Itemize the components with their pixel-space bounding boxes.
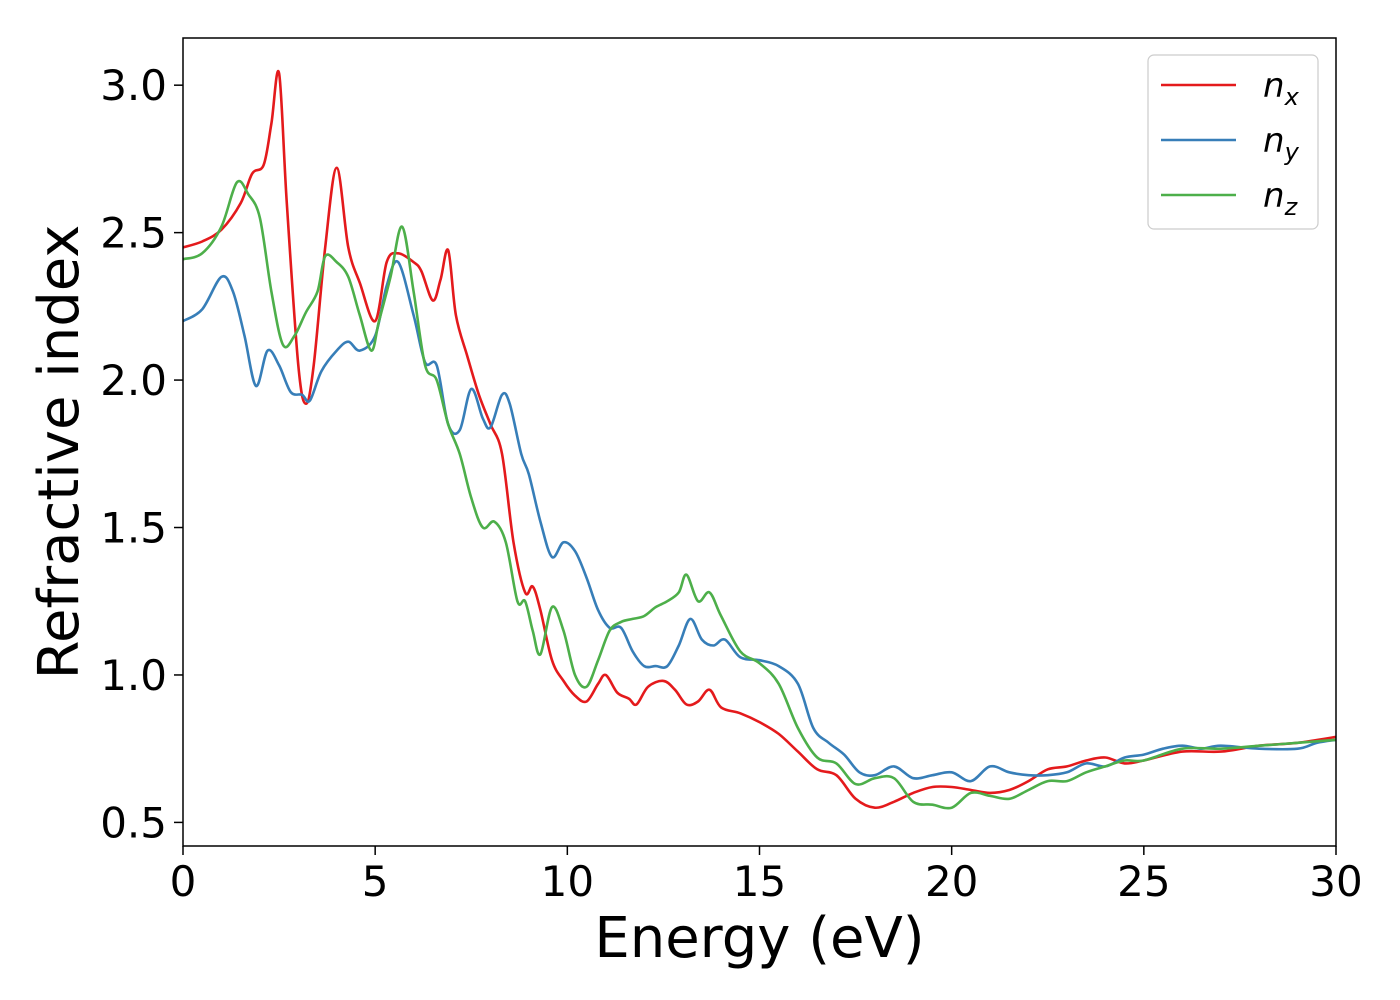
x-tick-label: 30	[1309, 857, 1362, 906]
legend-label-subscript: y	[1284, 138, 1300, 166]
legend-label-subscript: x	[1284, 83, 1300, 111]
series-line-n-z	[182, 179, 1337, 810]
x-axis-label: Energy (eV)	[594, 906, 924, 971]
x-tick-label: 0	[170, 857, 197, 906]
y-tick-label: 3.0	[100, 61, 167, 110]
legend-label-subscript: z	[1284, 193, 1299, 221]
legend-label-main: n	[1263, 176, 1285, 216]
plot-lines	[182, 69, 1337, 810]
y-tick-label: 1.5	[100, 504, 167, 553]
legend-label-n-y: ny	[1263, 121, 1300, 166]
y-tick-label: 1.0	[100, 651, 167, 700]
x-axis: 0 5 10 15 20 25 30	[170, 846, 1363, 906]
series-line-n-x	[182, 69, 1337, 810]
y-axis: 0.5 1.0 1.5 2.0 2.5 3.0	[100, 61, 183, 847]
series-line-n-y	[182, 259, 1337, 783]
x-tick-label: 5	[362, 857, 389, 906]
y-tick-label: 0.5	[100, 798, 167, 847]
x-tick-label: 10	[541, 857, 594, 906]
legend-label-n-z: nz	[1263, 176, 1299, 221]
x-tick-label: 20	[925, 857, 978, 906]
legend-box	[1147, 54, 1319, 230]
legend-label-main: n	[1263, 66, 1285, 106]
legend-label-n-x: nx	[1263, 66, 1300, 111]
legend-label-main: n	[1263, 121, 1285, 161]
y-axis-label: Refractive index	[27, 225, 92, 680]
y-tick-label: 2.0	[100, 356, 167, 405]
x-tick-label: 15	[733, 857, 786, 906]
y-tick-label: 2.5	[100, 209, 167, 258]
x-tick-label: 25	[1117, 857, 1170, 906]
